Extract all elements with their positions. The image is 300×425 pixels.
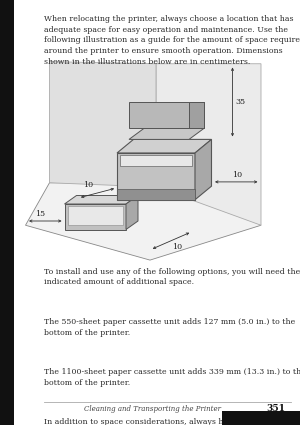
Polygon shape [68,206,123,225]
Bar [0,0,14,425]
Polygon shape [117,153,195,200]
Polygon shape [156,64,261,225]
Polygon shape [64,196,138,204]
Text: The 1100-sheet paper cassette unit adds 339 mm (13.3 in.) to the
bottom of the p: The 1100-sheet paper cassette unit adds … [44,368,300,387]
Text: When relocating the printer, always choose a location that has
adequate space fo: When relocating the printer, always choo… [44,15,300,66]
Text: 10: 10 [83,181,94,189]
Text: 351: 351 [266,404,285,414]
Polygon shape [50,62,156,187]
Polygon shape [126,196,138,230]
Text: 10: 10 [172,243,182,251]
Polygon shape [195,139,211,200]
Polygon shape [120,155,192,166]
Text: 15: 15 [35,210,46,218]
Polygon shape [117,139,212,153]
Polygon shape [129,128,204,139]
Text: 35: 35 [236,98,246,106]
Polygon shape [189,102,204,128]
Polygon shape [129,102,204,128]
Polygon shape [26,183,261,260]
Text: To install and use any of the following options, you will need the
indicated amo: To install and use any of the following … [44,268,300,286]
Bar [222,411,300,425]
Text: Cleaning and Transporting the Printer: Cleaning and Transporting the Printer [84,405,221,413]
Polygon shape [117,189,195,200]
Polygon shape [64,204,126,230]
Text: The 550-sheet paper cassette unit adds 127 mm (5.0 in.) to the
bottom of the pri: The 550-sheet paper cassette unit adds 1… [44,318,295,337]
Text: 10: 10 [232,170,242,178]
Text: In addition to space considerations, always heed the following
precautions when : In addition to space considerations, alw… [44,418,292,425]
